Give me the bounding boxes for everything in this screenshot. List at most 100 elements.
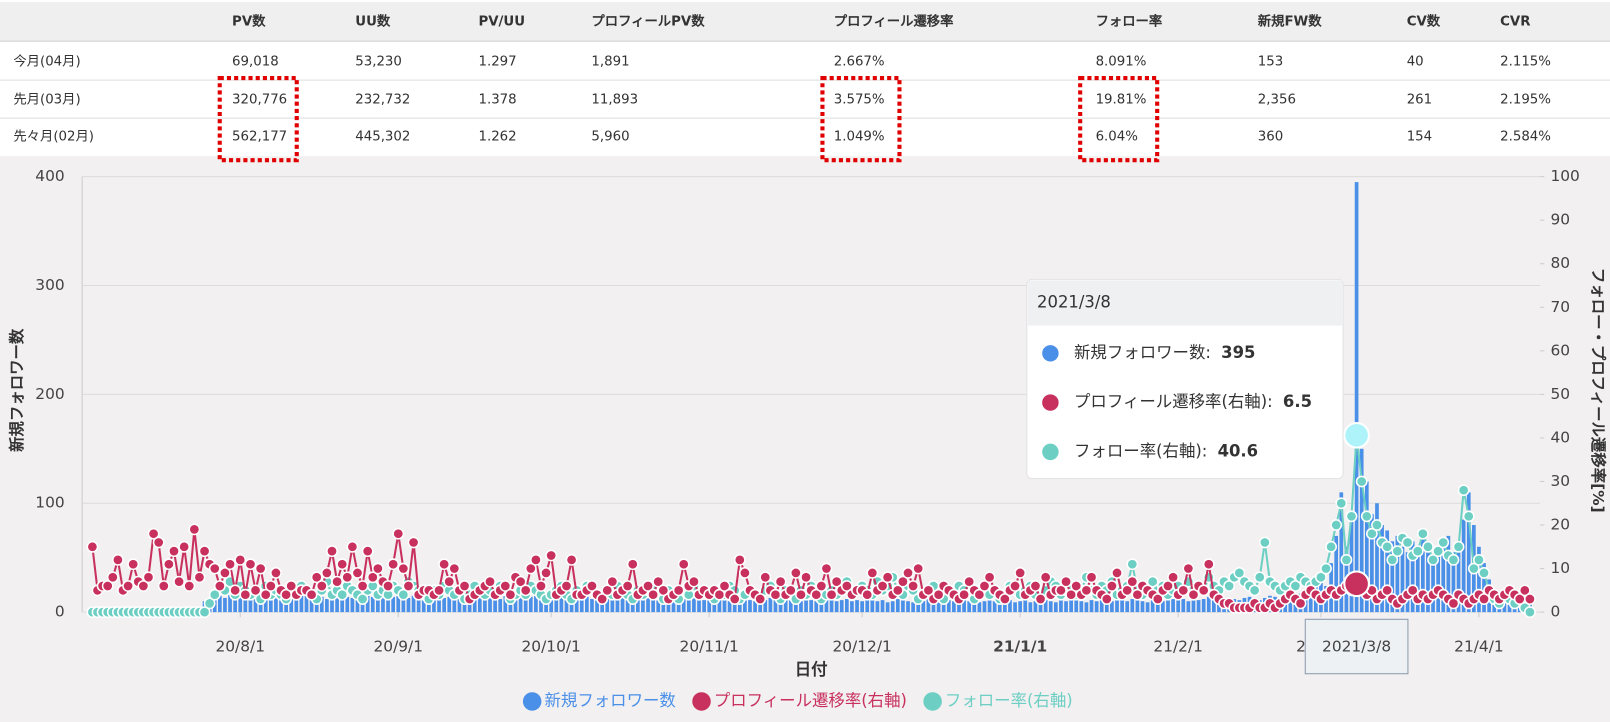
bar <box>437 595 441 613</box>
point <box>861 588 874 601</box>
bar <box>258 597 263 613</box>
point <box>652 575 665 588</box>
point <box>1391 545 1404 558</box>
column-header: フォロー率 <box>1096 13 1163 30</box>
point <box>254 562 267 575</box>
point <box>101 580 114 592</box>
y2-tick-label: 10 <box>1550 559 1570 577</box>
bar <box>340 592 345 613</box>
bar <box>411 595 416 613</box>
point <box>1524 593 1536 605</box>
point <box>1518 584 1531 597</box>
point <box>147 527 160 540</box>
bar <box>936 602 941 613</box>
point <box>795 588 807 601</box>
bar <box>1074 600 1079 613</box>
bar <box>248 596 253 613</box>
point <box>1325 540 1338 553</box>
point <box>1524 606 1536 619</box>
point <box>346 540 359 553</box>
bar <box>992 601 997 613</box>
bar <box>1339 492 1344 613</box>
crosshair-label-bg <box>1304 618 1409 675</box>
point <box>213 580 226 592</box>
y-tick-label: 0 <box>55 603 65 621</box>
legend-item[interactable]: 新規フォロワー数 <box>522 691 676 711</box>
point <box>897 575 909 588</box>
bar <box>941 601 946 613</box>
bar <box>365 594 370 613</box>
legend-label[interactable]: 新規フォロワー数 <box>544 691 675 710</box>
bar <box>615 596 620 613</box>
point <box>392 527 405 540</box>
bar <box>850 601 854 613</box>
bar <box>534 595 538 613</box>
x-tick-label: 20/8/1 <box>215 638 265 656</box>
point <box>122 580 134 592</box>
point <box>198 606 211 619</box>
column-header: PV数 <box>232 13 266 30</box>
y-tick-label: 100 <box>35 494 64 512</box>
bar <box>707 599 712 613</box>
bar <box>768 597 773 613</box>
bar <box>447 596 452 613</box>
point <box>310 571 323 584</box>
point <box>178 540 191 553</box>
tooltip-label: 新規フォロワー数: <box>1074 343 1211 362</box>
bar <box>421 596 426 613</box>
tooltip-title: 2021/3/8 <box>1037 292 1111 311</box>
bar <box>778 601 783 613</box>
bar <box>641 599 645 613</box>
point <box>922 584 935 597</box>
point <box>810 588 823 601</box>
bar <box>646 596 650 613</box>
point <box>677 558 690 571</box>
bar <box>875 601 880 613</box>
point <box>647 588 660 601</box>
point <box>565 553 578 566</box>
x-tick-label: 20/10/1 <box>522 638 581 656</box>
bar <box>1130 599 1135 613</box>
point <box>336 558 349 571</box>
point <box>219 567 231 579</box>
point <box>973 588 986 601</box>
bar <box>748 600 752 613</box>
tooltip-value: 395 <box>1221 343 1255 362</box>
point <box>1320 562 1332 575</box>
bar <box>585 596 589 613</box>
point <box>891 584 904 597</box>
table-header-bg <box>0 2 1610 42</box>
bar <box>1161 601 1165 613</box>
bar <box>1451 552 1456 613</box>
point <box>540 567 552 579</box>
tooltip-label: フォロー率(右軸): <box>1074 441 1207 460</box>
bar <box>692 597 696 613</box>
point <box>983 571 996 584</box>
point <box>1401 536 1414 549</box>
bar <box>1477 546 1481 613</box>
bar <box>452 593 457 613</box>
bar <box>625 599 630 613</box>
bar <box>253 593 258 613</box>
bar <box>289 599 294 613</box>
bar <box>890 601 895 613</box>
point <box>1182 562 1195 575</box>
bar <box>294 596 299 613</box>
bar <box>1405 552 1410 613</box>
bar <box>656 599 661 613</box>
legend-label[interactable]: フォロー率(右軸) <box>945 691 1073 710</box>
bar <box>931 600 936 613</box>
legend-item[interactable]: フォロー率(右軸) <box>923 691 1073 711</box>
bar <box>401 596 406 613</box>
point <box>1335 497 1348 510</box>
bar <box>870 599 875 613</box>
x-axis-label: 日付 <box>795 660 828 679</box>
legend-item[interactable]: プロフィール遷移率(右軸) <box>692 691 907 711</box>
legend-label[interactable]: プロフィール遷移率(右軸) <box>714 691 907 710</box>
bar <box>564 595 569 613</box>
bar <box>595 597 599 613</box>
point <box>1162 580 1174 592</box>
point <box>484 575 496 588</box>
bar <box>727 601 732 613</box>
point <box>606 575 619 588</box>
